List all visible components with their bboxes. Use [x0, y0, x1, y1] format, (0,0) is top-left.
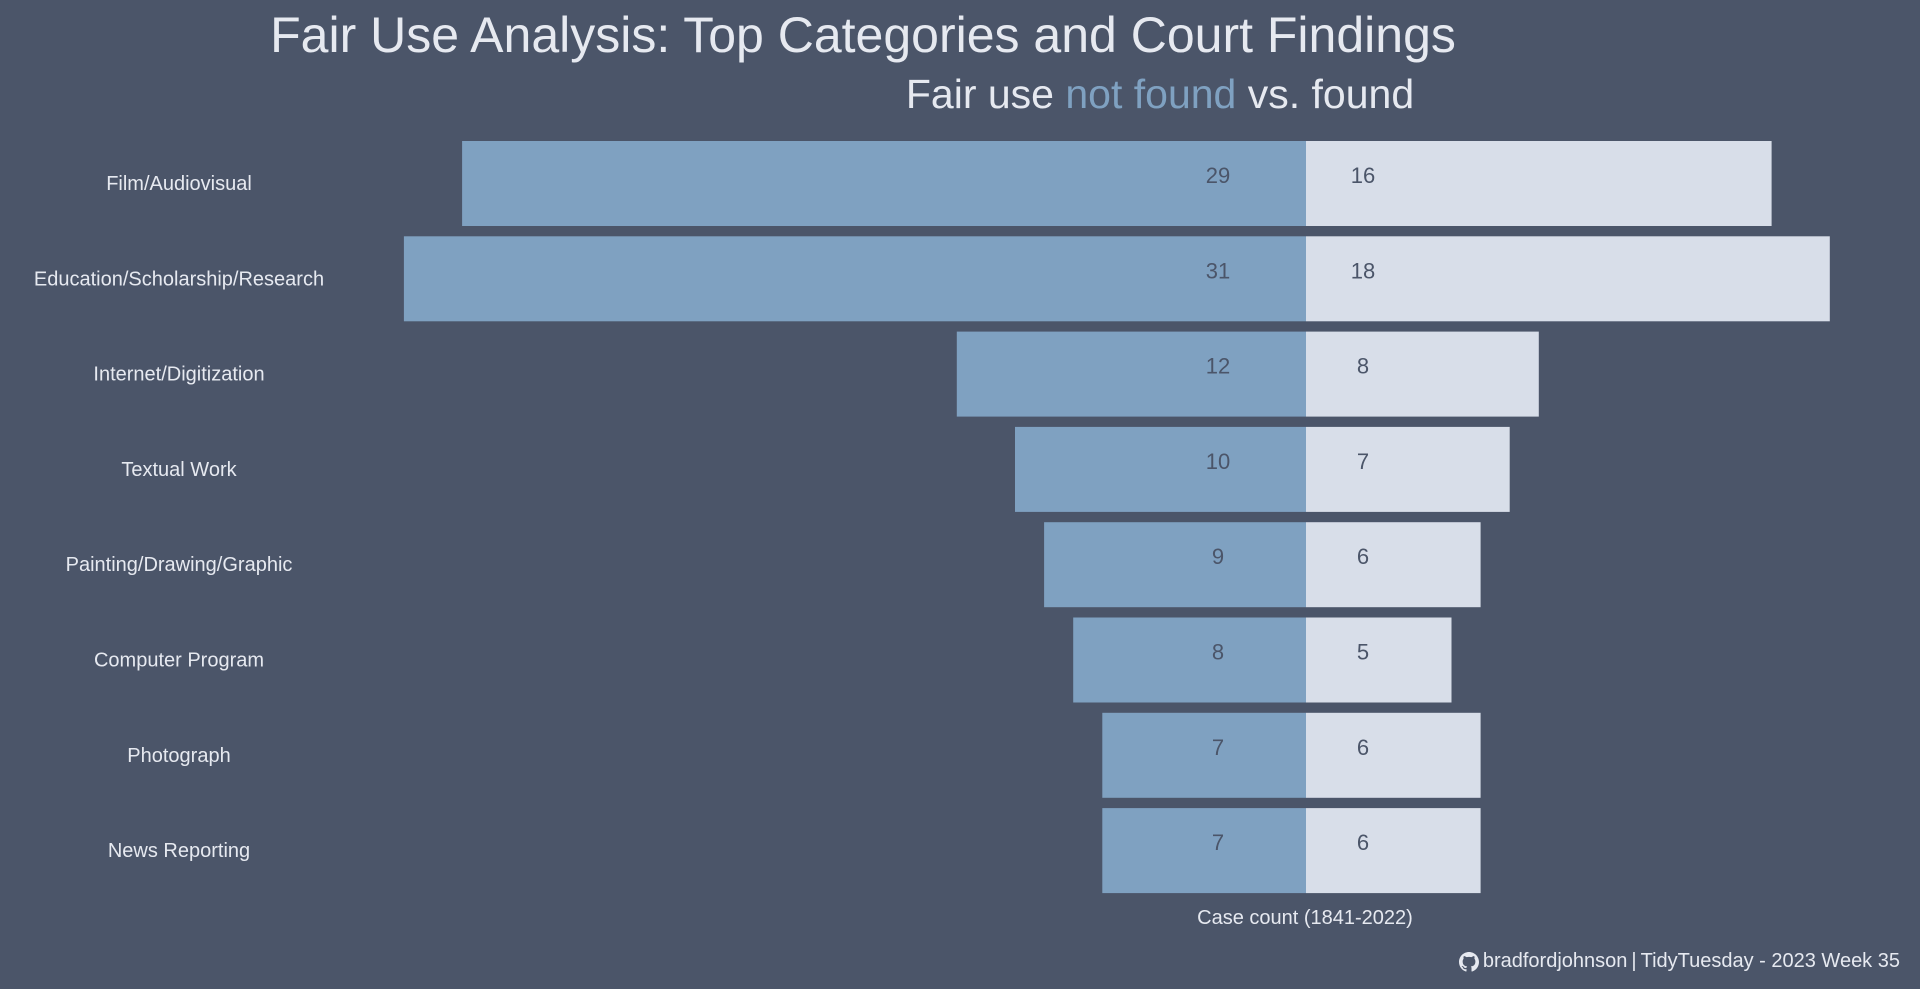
github-icon — [1458, 951, 1479, 972]
value-label-not-found: 7 — [1212, 830, 1224, 855]
value-label-not-found: 8 — [1212, 640, 1224, 665]
caption-source: TidyTuesday - 2023 Week 35 — [1640, 950, 1900, 972]
value-label-found: 6 — [1357, 735, 1369, 760]
bars-group: 29 16 Film/Audiovisual 31 18 Education/Schola… — [34, 141, 1830, 894]
chart-title: Fair Use Analysis: Top Categories and Co… — [270, 7, 1456, 63]
value-label-not-found: 29 — [1206, 163, 1230, 188]
bar-not-found — [403, 236, 1306, 322]
bar-found — [1306, 141, 1772, 226]
bar-not-found — [1073, 617, 1306, 703]
subtitle-prefix: Fair use — [906, 71, 1066, 117]
category-label: Film/Audiovisual — [106, 173, 252, 195]
value-label-not-found: 12 — [1206, 354, 1230, 379]
bar-found — [1306, 522, 1481, 608]
x-axis-label: Case count (1841-2022) — [1197, 907, 1413, 929]
bar-not-found — [956, 331, 1306, 417]
bar-not-found — [1044, 522, 1306, 608]
category-label: News Reporting — [108, 840, 250, 862]
category-label: Computer Program — [94, 650, 264, 672]
category-label: Education/Scholarship/Research — [34, 268, 324, 290]
value-label-not-found: 31 — [1206, 258, 1230, 283]
caption: bradfordjohnson | TidyTuesday - 2023 Wee… — [1458, 950, 1900, 973]
category-label: Photograph — [127, 745, 230, 767]
category-label: Textual Work — [121, 459, 237, 481]
subtitle-highlight: not found — [1065, 71, 1236, 117]
bar-found — [1306, 331, 1539, 417]
value-label-found: 8 — [1357, 354, 1369, 379]
value-label-not-found: 7 — [1212, 735, 1224, 760]
value-label-not-found: 9 — [1212, 544, 1224, 569]
category-label: Internet/Digitization — [93, 364, 264, 386]
caption-author: bradfordjohnson — [1482, 950, 1628, 972]
caption-separator: | — [1631, 950, 1637, 972]
value-label-not-found: 10 — [1206, 449, 1230, 474]
value-label-found: 5 — [1357, 640, 1369, 665]
chart-subtitle: Fair use not found vs. found — [906, 71, 1414, 117]
value-label-found: 6 — [1357, 544, 1369, 569]
value-label-found: 7 — [1357, 449, 1369, 474]
value-label-found: 18 — [1351, 258, 1375, 283]
subtitle-suffix: vs. found — [1236, 71, 1414, 117]
value-label-found: 16 — [1351, 163, 1375, 188]
bar-found — [1306, 712, 1481, 798]
bar-found — [1306, 617, 1452, 703]
bar-not-found — [1015, 426, 1306, 512]
bar-found — [1306, 236, 1830, 322]
bar-not-found — [1102, 712, 1306, 798]
bar-not-found — [1102, 808, 1306, 894]
bar-not-found — [462, 141, 1307, 226]
bar-found — [1306, 808, 1481, 894]
bar-found — [1306, 426, 1510, 512]
category-label: Painting/Drawing/Graphic — [66, 554, 293, 576]
value-label-found: 6 — [1357, 830, 1369, 855]
